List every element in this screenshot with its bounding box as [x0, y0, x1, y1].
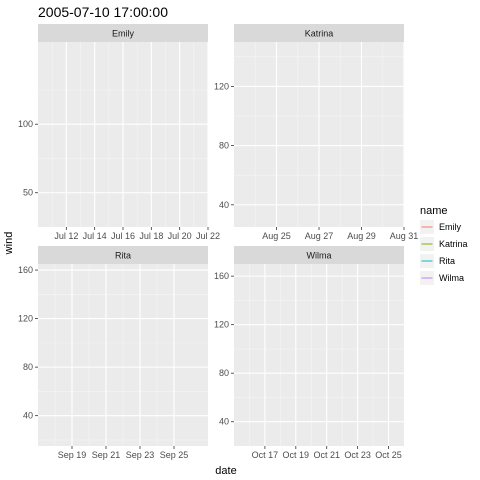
y-tick-label: 40 [219, 200, 229, 210]
facet-strip [234, 246, 404, 264]
facet-strip [234, 24, 404, 42]
x-tick-label: Jul 22 [196, 231, 220, 241]
y-tick-label: 40 [23, 411, 33, 421]
facet-strip-label: Wilma [307, 251, 332, 261]
y-tick-label: 160 [18, 265, 33, 275]
facet-panel-emily: Emily Jul 12 Jul 14 Jul 16 Jul 18 Jul 20 Jul 2… [18, 24, 220, 241]
facet-panel-wilma: Wilma Oct 17 Oct 19 Oct 21 Oct 23 Oct 25 40 80 1… [214, 246, 404, 460]
y-axis-title: wind [3, 232, 15, 256]
facet-strip-label: Katrina [305, 29, 334, 39]
facet-strip [38, 24, 208, 42]
legend-label: Rita [439, 256, 455, 266]
x-tick-label: Jul 14 [83, 231, 107, 241]
y-tick-label: 100 [18, 119, 33, 129]
y-tick-label: 80 [219, 368, 229, 378]
legend-label: Wilma [439, 273, 464, 283]
x-tick-label: Sep 19 [58, 450, 87, 460]
y-tick-label: 120 [18, 314, 33, 324]
x-axis-title: date [215, 465, 236, 477]
x-tick-label: Aug 27 [305, 231, 334, 241]
legend-label: Emily [439, 222, 461, 232]
facet-strip-label: Emily [112, 29, 134, 39]
y-tick-label: 80 [219, 141, 229, 151]
legend-label: Katrina [439, 239, 468, 249]
x-tick-label: Oct 19 [283, 450, 310, 460]
legend-item-rita: Rita [420, 254, 455, 268]
legend-item-wilma: Wilma [420, 271, 464, 285]
x-tick-label: Oct 23 [344, 450, 371, 460]
x-tick-label: Sep 23 [126, 450, 155, 460]
facet-panels: Emily Jul 12 Jul 14 Jul 16 Jul 18 Jul 20 Jul 2… [18, 24, 418, 460]
panel-background [234, 264, 404, 446]
x-tick-label: Oct 25 [375, 450, 402, 460]
y-tick-label: 120 [214, 81, 229, 91]
y-tick-label: 120 [214, 320, 229, 330]
legend-item-katrina: Katrina [420, 237, 468, 251]
x-tick-label: Jul 16 [111, 231, 135, 241]
x-tick-label: Aug 31 [390, 231, 419, 241]
facet-panel-rita: Rita Sep 19 Sep 21 Sep 23 Sep 25 40 80 120 160 [18, 246, 208, 460]
x-tick-label: Jul 12 [54, 231, 78, 241]
x-tick-label: Sep 25 [160, 450, 189, 460]
y-tick-label: 80 [23, 362, 33, 372]
x-tick-label: Aug 25 [262, 231, 291, 241]
x-tick-label: Oct 17 [252, 450, 279, 460]
x-tick-label: Oct 21 [313, 450, 340, 460]
legend-items: Emily Katrina Rita Wilma [420, 220, 468, 285]
x-tick-label: Aug 29 [347, 231, 376, 241]
y-tick-label: 160 [214, 271, 229, 281]
y-tick-label: 50 [23, 188, 33, 198]
facet-strip-label: Rita [115, 251, 131, 261]
legend: name Emily Katrina Rita Wilma [420, 205, 468, 285]
x-tick-label: Jul 20 [168, 231, 192, 241]
facet-panel-katrina: Katrina Aug 25 Aug 27 Aug 29 Aug 31 40 80 120 [214, 24, 418, 241]
chart-title: 2005-07-10 17:00:00 [38, 4, 168, 20]
y-tick-label: 40 [219, 417, 229, 427]
legend-item-emily: Emily [420, 220, 461, 234]
legend-title: name [420, 205, 448, 217]
facet-strip [38, 246, 208, 264]
x-tick-label: Sep 21 [92, 450, 121, 460]
x-tick-label: Jul 18 [139, 231, 163, 241]
